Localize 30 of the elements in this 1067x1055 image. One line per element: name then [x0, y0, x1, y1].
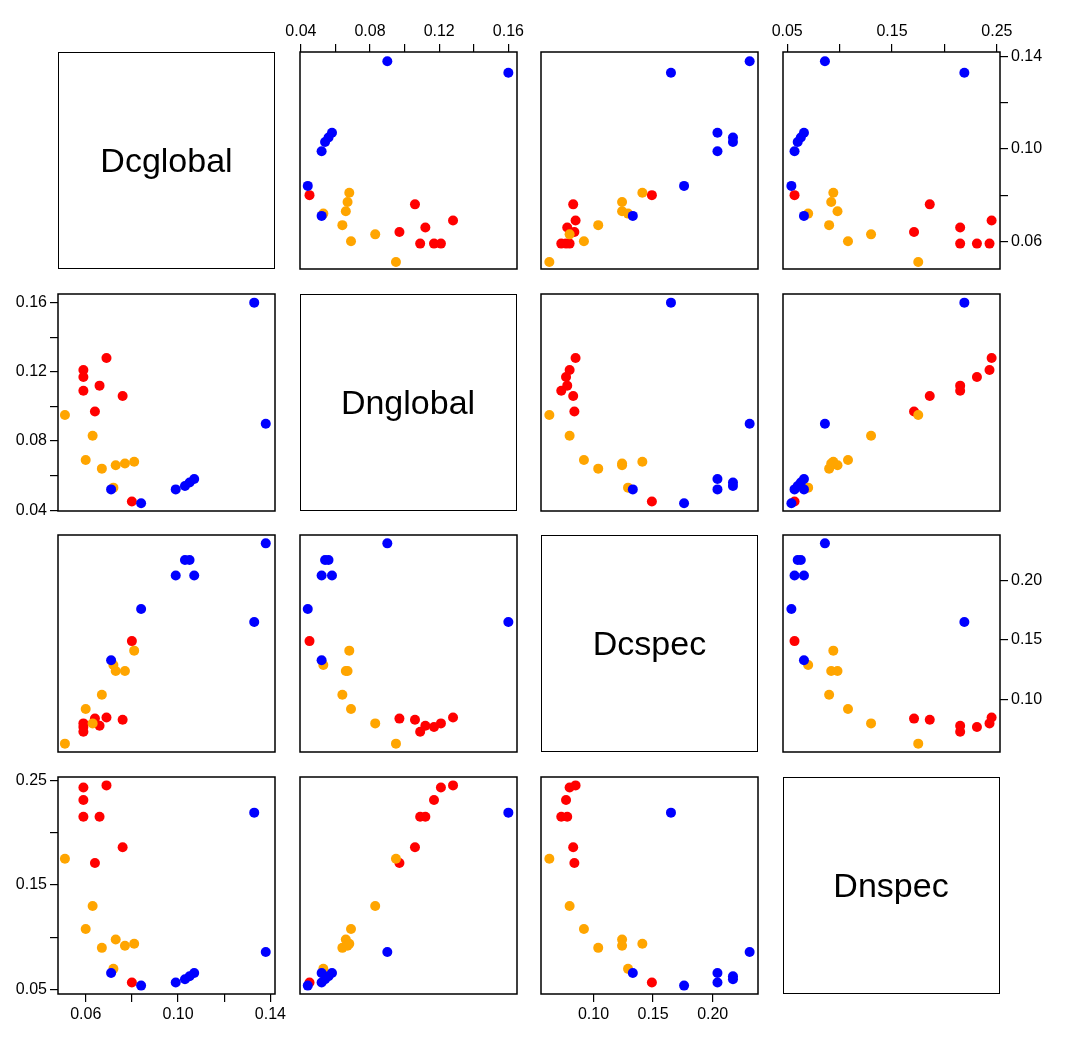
y-tick-label: 0.14 — [1010, 47, 1042, 65]
x-tick-label: 0.25 — [980, 21, 1013, 39]
y-tick-label: 0.05 — [15, 979, 48, 997]
x-tick-label: 0.15 — [637, 1004, 669, 1022]
x-tick-label: 0.10 — [577, 1004, 610, 1022]
x-tick-label: 0.05 — [771, 21, 803, 39]
x-tick-label: 0.20 — [697, 1004, 729, 1022]
text: Dnglobal — [340, 382, 476, 422]
y-tick-label: 0.06 — [1010, 231, 1042, 249]
y-tick-label: 0.15 — [15, 874, 48, 892]
x-tick-label: 0.12 — [423, 21, 455, 39]
x-tick-label: 0.15 — [875, 21, 908, 39]
x-tick-label: 0.10 — [162, 1004, 194, 1022]
y-tick-label: 0.10 — [1010, 139, 1042, 157]
y-tick-label: 0.25 — [15, 770, 48, 788]
y-tick-label: 0.10 — [1010, 689, 1042, 707]
y-tick-label: 0.08 — [15, 430, 48, 448]
text: Dcglobal — [100, 141, 233, 180]
y-tick-label: 0.20 — [1010, 570, 1042, 588]
x-tick-label: 0.14 — [254, 1004, 287, 1022]
x-tick-label: 0.08 — [353, 21, 386, 39]
x-tick-label: 0.06 — [70, 1004, 102, 1022]
y-tick-label: 0.12 — [15, 361, 48, 379]
text: Dcspec — [592, 624, 707, 663]
y-tick-label: 0.16 — [15, 292, 48, 310]
x-tick-label: 0.16 — [492, 21, 524, 39]
y-tick-label: 0.15 — [1010, 630, 1042, 648]
y-tick-label: 0.04 — [15, 500, 48, 518]
text: Dnspec — [833, 865, 949, 905]
x-tick-label: 0.04 — [284, 21, 317, 39]
